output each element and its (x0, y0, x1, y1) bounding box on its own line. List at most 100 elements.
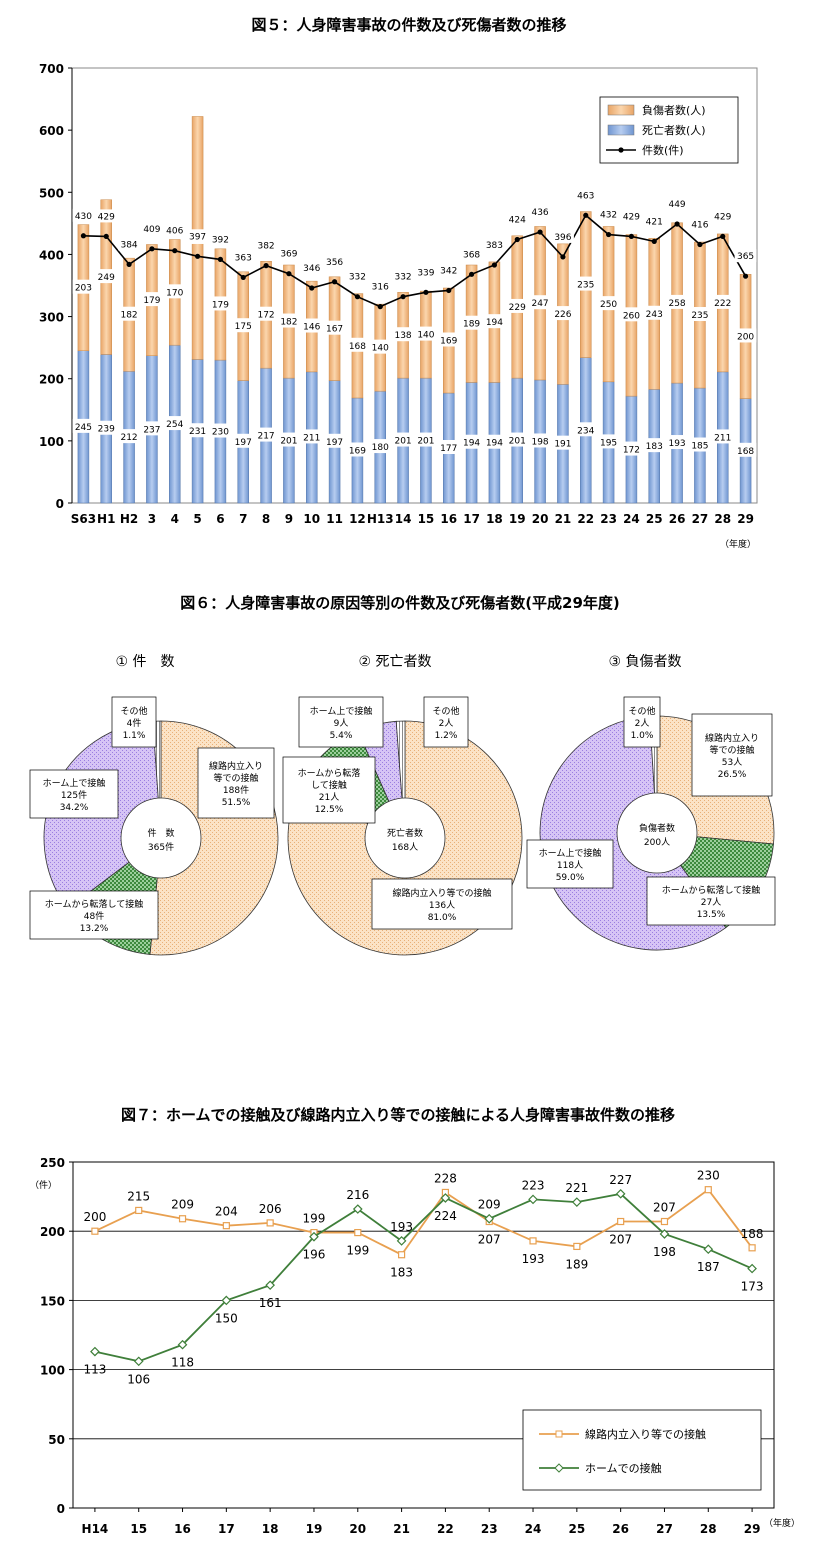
fig7-label-track: 209 (171, 1198, 194, 1212)
fig5-label-injuries: 182 (120, 311, 137, 321)
fig5-label-bg (414, 432, 437, 447)
fig5-xtick-label: 27 (692, 512, 709, 526)
fig5-count-point (446, 287, 452, 294)
fig5-label-injuries: 182 (280, 318, 297, 328)
fig5-label-deaths: 191 (554, 440, 571, 450)
fig5-label-count: 429 (623, 212, 640, 222)
figure6-pie-charts: 図６：人身障害事故の原因等別の件数及び死傷者数(平成29年度) ① 件 数件 数 3… (29, 594, 776, 956)
fig7-legend-marker (555, 1430, 563, 1438)
fig5-label-bg (688, 437, 711, 452)
fig5-label-bg (95, 420, 118, 435)
fig6-slice-label-box (371, 878, 513, 930)
fig7-point-platform (265, 1280, 276, 1291)
fig6-slice-label-box (298, 696, 384, 748)
fig7-label-track: 183 (390, 1266, 413, 1280)
fig5-label-bg (734, 442, 757, 457)
fig6-slice-label-text: 26.5% (718, 770, 747, 780)
fig5-count-point (217, 256, 224, 262)
fig5-xtick-label: 9 (285, 512, 293, 526)
fig5-xtick-label: 25 (646, 512, 663, 526)
fig5-xtick-label: 22 (577, 512, 594, 526)
fig5-label-count: 449 (668, 200, 685, 210)
fig7-label-track: 199 (303, 1212, 326, 1226)
fig5-xtick-label: 21 (555, 512, 572, 526)
fig6-subtitle: ② 死亡者数 (358, 654, 431, 670)
fig5-label-injuries: 172 (257, 311, 274, 321)
fig5-label-count: 384 (120, 240, 137, 250)
fig5-xtick-label: H2 (120, 512, 138, 526)
fig7-point-track (178, 1215, 187, 1223)
fig5-label-bg (460, 434, 483, 449)
fig7-xtick-label: 25 (568, 1522, 585, 1536)
fig7-label-track: 189 (565, 1257, 588, 1271)
fig7-label-platform: 150 (215, 1311, 238, 1325)
fig6-slice-label-box (111, 696, 157, 748)
fig5-label-count: 339 (417, 268, 434, 278)
fig7-label-track: 215 (127, 1189, 150, 1203)
fig6-slice-label-text: 125件 (61, 789, 87, 801)
fig5-label-bg (734, 328, 757, 343)
fig7-point-track (266, 1219, 274, 1227)
fig5-label-bg (300, 429, 323, 444)
fig5-legend-label: 件数(件) (642, 144, 684, 157)
fig6-center-value: 365件 (148, 841, 174, 853)
fig5-label-deaths: 234 (577, 426, 594, 436)
fig5-label-bg (620, 441, 643, 456)
fig5-label-deaths: 237 (143, 425, 160, 435)
fig5-label-bg (643, 438, 666, 453)
fig5-count-point (491, 262, 498, 268)
fig6-slice-label-text: 1.2% (435, 731, 458, 741)
fig5-label-bg (574, 276, 597, 291)
fig5-count-point (697, 241, 703, 248)
fig7-point-platform (659, 1229, 670, 1239)
fig7-label-platform: 227 (609, 1173, 632, 1187)
fig5-xtick-label: 19 (509, 512, 526, 526)
fig5-label-count: 342 (440, 266, 457, 276)
fig7-legend-label: 線路内立入り等での接触 (585, 1427, 706, 1441)
fig7-point-track (135, 1206, 143, 1215)
fig5-label-bg (255, 427, 278, 442)
fig6-slice-label-box (623, 696, 661, 748)
fig7-point-platform (221, 1295, 232, 1306)
fig5-label-bg (666, 196, 689, 210)
fig5-label-deaths: 201 (509, 437, 526, 447)
fig5-label-bg (369, 439, 392, 454)
fig5-label-bg (688, 307, 711, 322)
fig5-count-point (560, 254, 566, 260)
fig6-slice-label-text: 1.0% (631, 731, 654, 741)
fig7-label-platform: 216 (346, 1188, 369, 1202)
fig7-legend-label: ホームでの接触 (585, 1461, 662, 1475)
fig5-label-count: 346 (303, 264, 320, 274)
fig5-label-bg (529, 433, 552, 448)
fig6-slice-label-text: その他 (432, 705, 459, 717)
fig6-center-value: 168人 (392, 842, 418, 853)
fig7-xtick-label: 22 (437, 1522, 454, 1536)
fig7-label-platform: 113 (83, 1363, 106, 1377)
fig6-slice-label-text: ホーム上で接触 (310, 705, 373, 717)
fig7-xtick-label: 24 (525, 1522, 542, 1536)
fig7-label-track: 188 (741, 1227, 764, 1241)
fig5-label-deaths: 212 (120, 433, 137, 443)
fig7-point-platform (615, 1188, 626, 1199)
fig5-label-bg (346, 442, 369, 457)
fig7-point-track (354, 1228, 362, 1237)
fig5-label-injuries: 200 (737, 332, 754, 342)
fig5-label-bg (95, 269, 118, 284)
fig5-label-bg (529, 295, 552, 310)
fig5-label-injuries: 146 (303, 323, 320, 333)
fig5-xtick-label: 24 (623, 512, 640, 526)
fig5-label-bg (163, 284, 186, 299)
figure7-line-chart: 図７：ホームでの接触及び線路内立入り等での接触による人身障害事故件数の推移 0 50… (30, 1106, 800, 1536)
fig7-xtick-label: 15 (130, 1522, 147, 1536)
fig7-point-track (748, 1244, 756, 1252)
fig7-label-platform: 198 (653, 1245, 676, 1259)
fig5-label-bg (483, 314, 506, 329)
fig7-xtick-label: 18 (262, 1522, 279, 1536)
fig5-label-injuries: 235 (691, 311, 708, 321)
fig5-label-bg (255, 238, 278, 252)
fig5-label-injuries: 203 (75, 284, 92, 294)
fig5-label-bg (277, 313, 300, 328)
fig5-label-injuries: 189 (463, 320, 480, 330)
fig5-count-point (149, 246, 155, 252)
